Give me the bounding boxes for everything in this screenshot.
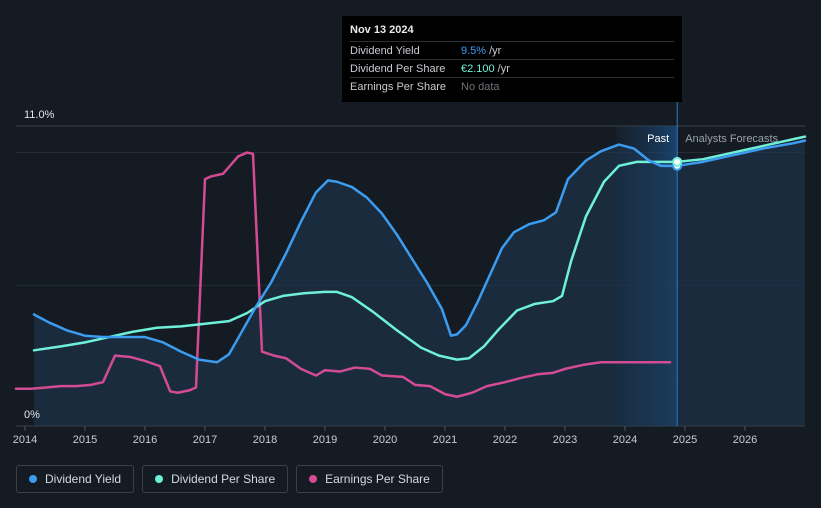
x-tick-label: 2020 [373,434,397,446]
x-tick-label: 2019 [313,434,337,446]
tooltip-label: Dividend Yield [350,45,420,57]
area-layer [34,100,805,426]
series-line-dividend-yield [32,139,807,364]
legend-label: Earnings Per Share [325,472,430,486]
x-tick-label: 2018 [253,434,277,446]
dividend-yield-area [34,140,805,426]
x-tick-label: 2026 [733,434,757,446]
legend-dot-icon [29,475,37,483]
tooltip-label: Dividend Per Share [350,63,446,75]
tooltip-row-earnings-per-share: Earnings Per Share No data [350,78,674,95]
series-line-dividend-per-share [32,135,807,361]
legend-item-earnings-per-share[interactable]: Earnings Per Share [296,465,443,493]
legend-label: Dividend Yield [45,472,122,486]
tooltip-unit: /yr [489,45,502,57]
tooltip-value: €2.100 [461,63,495,75]
x-tick-label: 2017 [193,434,217,446]
y-tick-label: 11.0% [24,109,55,121]
legend-item-dividend-yield[interactable]: Dividend Yield [16,465,135,493]
axis-layer: 11.0% 0% 2014 2015 2016 2017 2018 2019 2020 2021 2… [13,109,779,446]
x-tick-label: 2021 [433,434,457,446]
x-tick-label: 2015 [73,434,97,446]
tooltip-unit: /yr [497,63,510,75]
chart-canvas: 11.0% 0% 2014 2015 2016 2017 2018 2019 2020 2021 2… [13,100,807,446]
legend-dot-icon [309,475,318,483]
current-marker [672,156,683,167]
x-tick-label: 2024 [613,434,637,446]
tooltip-label: Earnings Per Share [350,81,446,93]
tooltip-row-dividend-yield: Dividend Yield 9.5% /yr [350,42,674,60]
line-layer [14,135,807,399]
series-line-earnings-per-share [14,151,672,399]
legend-label: Dividend Per Share [171,472,276,486]
tooltip-date: Nov 13 2024 [350,16,674,42]
x-tick-label: 2025 [673,434,697,446]
x-tick-label: 2023 [553,434,577,446]
forecast-label: Analysts Forecasts [685,133,778,145]
tooltip-row-dividend-per-share: Dividend Per Share €2.100 /yr [350,60,674,78]
x-tick-label: 2016 [133,434,157,446]
x-tick-label: 2022 [493,434,517,446]
past-label: Past [647,133,669,145]
tooltip-value: No data [461,81,500,93]
y-tick-label: 0% [24,409,40,421]
tooltip-value: 9.5% [461,45,487,57]
legend-item-dividend-per-share[interactable]: Dividend Per Share [142,465,289,493]
legend-dot-icon [155,475,164,483]
legend: Dividend Yield Dividend Per Share Earnin… [16,465,443,493]
x-tick-label: 2014 [13,434,37,446]
tooltip: Nov 13 2024 Dividend Yield 9.5% /yr Divi… [342,16,682,102]
